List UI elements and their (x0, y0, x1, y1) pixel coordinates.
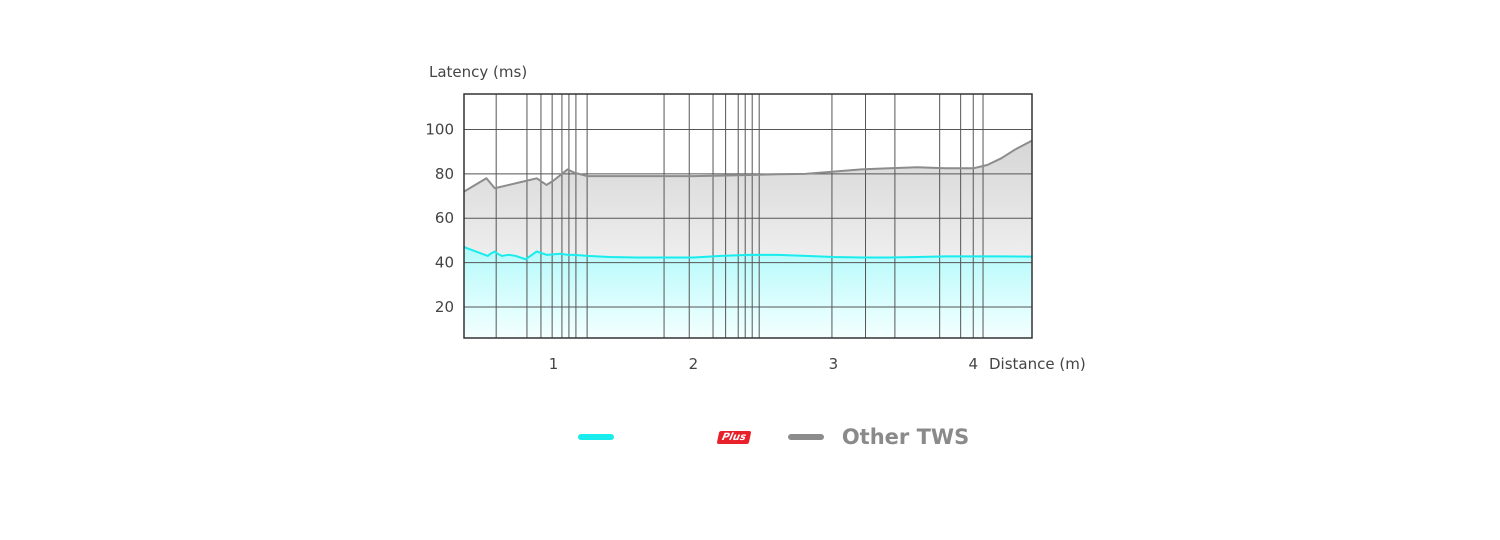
legend-item-other: Other TWS (787, 425, 970, 449)
legend: Plus Other TWS (578, 422, 969, 452)
y-tick-label: 40 (435, 254, 454, 272)
plot-frame (463, 93, 1033, 339)
x-axis-label: Distance (m) (989, 355, 1086, 373)
y-tick-label: 20 (435, 298, 454, 316)
series-line-0 (463, 246, 1033, 261)
y-tick-label: 80 (435, 165, 454, 183)
legend-swatch-brand (578, 434, 614, 440)
y-axis-label: Latency (ms) (429, 63, 527, 81)
x-tick-label: 1 (549, 355, 559, 373)
y-tick-label: 60 (435, 209, 454, 227)
plus-badge: Plus (716, 430, 752, 444)
legend-item-brand: Plus (578, 430, 752, 444)
x-tick-label: 3 (829, 355, 839, 373)
x-tick-label: 2 (689, 355, 699, 373)
y-tick-label: 100 (425, 120, 454, 138)
series-area-0 (464, 247, 1032, 338)
grid-lines (464, 94, 1032, 338)
series-line-1 (463, 139, 1033, 193)
legend-swatch-other (787, 434, 824, 440)
x-tick-label: 4 (968, 355, 978, 373)
legend-label-other: Other TWS (841, 425, 970, 449)
